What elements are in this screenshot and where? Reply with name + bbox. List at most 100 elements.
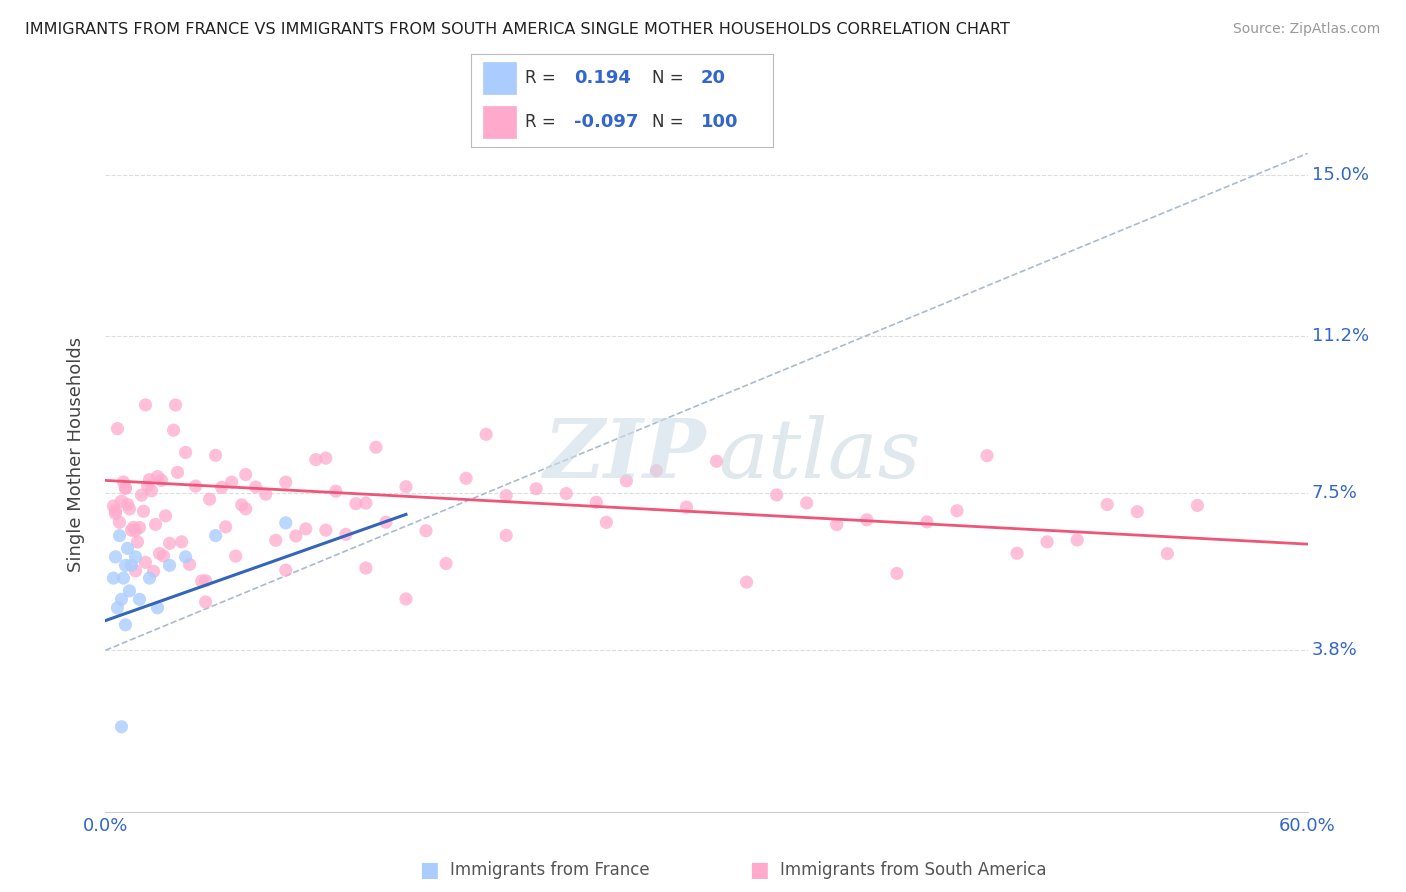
Text: R =: R = (526, 69, 557, 87)
Point (110, 720, 132, 734)
Text: Source: ZipAtlas.com: Source: ZipAtlas.com (1233, 22, 1381, 37)
Point (132, 504, 155, 518)
Point (454, 471, 477, 485)
Point (117, 541, 139, 556)
Text: ■: ■ (749, 860, 769, 880)
Point (254, 487, 277, 501)
Text: 0.194: 0.194 (574, 69, 631, 87)
Point (354, 496, 377, 510)
Point (495, 528, 517, 542)
Point (315, 523, 337, 537)
Point (174, 445, 197, 459)
Point (231, 498, 253, 512)
Point (886, 566, 908, 581)
Point (274, 563, 297, 577)
Point (117, 498, 139, 512)
Text: 100: 100 (700, 113, 738, 131)
Point (1066, 533, 1088, 547)
Point (475, 427, 498, 442)
Point (145, 517, 167, 532)
Point (118, 583, 141, 598)
Point (946, 504, 969, 518)
Point (138, 571, 160, 585)
Point (284, 529, 307, 543)
Text: R =: R = (526, 113, 557, 131)
Point (112, 475, 135, 489)
Point (915, 515, 938, 529)
Text: IMMIGRANTS FROM FRANCE VS IMMIGRANTS FROM SOUTH AMERICA SINGLE MOTHER HOUSEHOLDS: IMMIGRANTS FROM FRANCE VS IMMIGRANTS FRO… (25, 22, 1010, 37)
Point (165, 398, 187, 412)
Point (305, 452, 328, 467)
Text: 7.5%: 7.5% (1312, 484, 1358, 502)
Point (146, 469, 169, 483)
FancyBboxPatch shape (484, 62, 516, 94)
Point (150, 474, 173, 488)
Text: ■: ■ (419, 860, 439, 880)
Point (190, 574, 212, 588)
Point (235, 467, 257, 482)
Point (295, 522, 318, 536)
Point (735, 575, 758, 590)
Text: Immigrants from South America: Immigrants from South America (780, 861, 1047, 879)
Point (124, 549, 146, 564)
Point (184, 479, 207, 493)
Point (616, 474, 638, 488)
Point (274, 516, 297, 530)
Point (104, 503, 127, 517)
Text: 3.8%: 3.8% (1312, 641, 1358, 659)
Point (179, 558, 201, 572)
Point (415, 524, 437, 538)
Point (170, 534, 193, 549)
Point (855, 513, 877, 527)
Point (235, 501, 257, 516)
Point (114, 617, 136, 632)
Point (110, 592, 132, 607)
Point (1156, 547, 1178, 561)
Point (108, 528, 131, 542)
Point (124, 564, 146, 578)
FancyBboxPatch shape (484, 106, 516, 138)
Point (114, 481, 136, 495)
Point (103, 571, 125, 585)
Point (211, 480, 233, 494)
Text: 11.2%: 11.2% (1312, 327, 1369, 345)
Point (127, 535, 149, 549)
Point (174, 549, 197, 564)
Point (395, 480, 418, 494)
Point (194, 574, 217, 588)
Point (374, 515, 398, 529)
Point (136, 479, 159, 493)
Point (214, 520, 236, 534)
Point (595, 516, 617, 530)
Point (1187, 499, 1209, 513)
Point (104, 507, 127, 521)
Point (1097, 498, 1119, 512)
Text: 15.0%: 15.0% (1312, 166, 1369, 184)
Point (148, 547, 170, 561)
Point (131, 488, 153, 502)
Point (142, 564, 165, 578)
Point (204, 528, 226, 542)
Point (128, 592, 150, 607)
Point (706, 454, 728, 468)
Point (103, 499, 125, 513)
Text: N =: N = (652, 113, 683, 131)
Point (198, 492, 221, 507)
Point (121, 523, 143, 537)
Point (825, 517, 848, 532)
Point (221, 475, 243, 490)
Text: Immigrants from France: Immigrants from France (450, 861, 650, 879)
Point (141, 483, 163, 498)
Point (114, 558, 136, 573)
Point (555, 486, 578, 500)
Point (110, 494, 132, 508)
Point (112, 571, 135, 585)
Point (104, 549, 127, 564)
Point (1036, 534, 1059, 549)
Point (146, 600, 169, 615)
Text: atlas: atlas (718, 415, 921, 495)
Point (1126, 505, 1149, 519)
Point (107, 600, 129, 615)
Text: N =: N = (652, 69, 683, 87)
Point (118, 502, 141, 516)
